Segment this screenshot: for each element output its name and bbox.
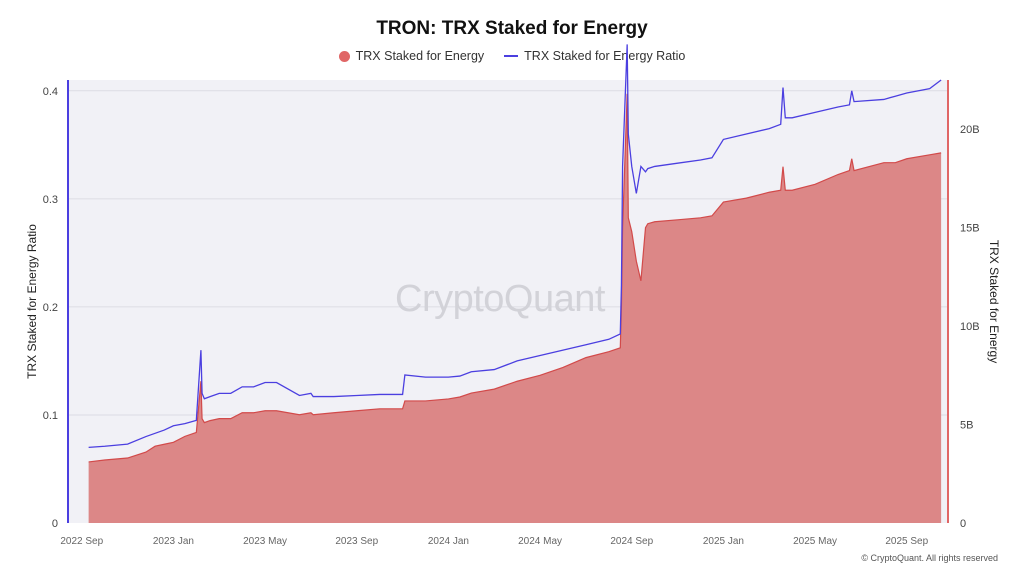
legend-line-icon <box>504 55 519 57</box>
right-tick-label: 15B <box>960 223 980 235</box>
x-tick-label: 2023 May <box>243 536 287 547</box>
right-axis-ticks: 0 5B 10B 15B 20B <box>960 124 980 530</box>
right-tick-label: 5B <box>960 420 973 432</box>
ratio-line <box>88 44 942 449</box>
x-tick-label: 2023 Jan <box>153 536 194 547</box>
left-axis-ticks: 0 0.1 0.2 0.3 0.4 <box>43 86 58 530</box>
trx-staked-area-edge <box>88 93 942 463</box>
left-tick-label: 0.2 <box>43 302 58 314</box>
x-tick-label: 2023 Sep <box>335 536 378 547</box>
legend-label-ratio: TRX Staked for Energy Ratio <box>524 49 686 63</box>
x-tick-label: 2025 Sep <box>885 536 928 547</box>
left-tick-label: 0.3 <box>43 194 58 206</box>
left-tick-label: 0.1 <box>43 410 58 422</box>
x-tick-label: 2025 Jan <box>703 536 744 547</box>
chart-title: TRON: TRX Staked for Energy <box>376 18 648 39</box>
x-tick-label: 2025 May <box>793 536 837 547</box>
right-axis-title: TRX Staked for Energy <box>987 240 1001 363</box>
left-tick-label: 0 <box>52 518 58 530</box>
trx-staked-area <box>88 93 942 523</box>
left-axis-title: TRX Staked for Energy Ratio <box>25 224 39 379</box>
left-tick-label: 0.4 <box>43 86 58 98</box>
watermark: CryptoQuant <box>395 278 605 320</box>
chart-legend: TRX Staked for Energy TRX Staked for Ene… <box>0 49 1024 63</box>
legend-item-trx-staked[interactable]: TRX Staked for Energy <box>338 49 485 63</box>
legend-item-ratio[interactable]: TRX Staked for Energy Ratio <box>504 49 685 63</box>
x-tick-label: 2022 Sep <box>60 536 103 547</box>
x-tick-label: 2024 May <box>518 536 562 547</box>
right-tick-label: 0 <box>960 518 966 530</box>
right-tick-label: 20B <box>960 124 980 136</box>
x-tick-label: 2024 Jan <box>428 536 469 547</box>
legend-label-trx-staked: TRX Staked for Energy <box>355 49 485 63</box>
right-tick-label: 10B <box>960 321 980 333</box>
x-tick-label: 2024 Sep <box>610 536 653 547</box>
legend-dot-icon <box>338 50 350 62</box>
x-axis-ticks: 2022 Sep 2023 Jan 2023 May 2023 Sep 2024 Jan… <box>60 536 928 547</box>
copyright-notice: © CryptoQuant. All rights reserved <box>861 553 998 563</box>
